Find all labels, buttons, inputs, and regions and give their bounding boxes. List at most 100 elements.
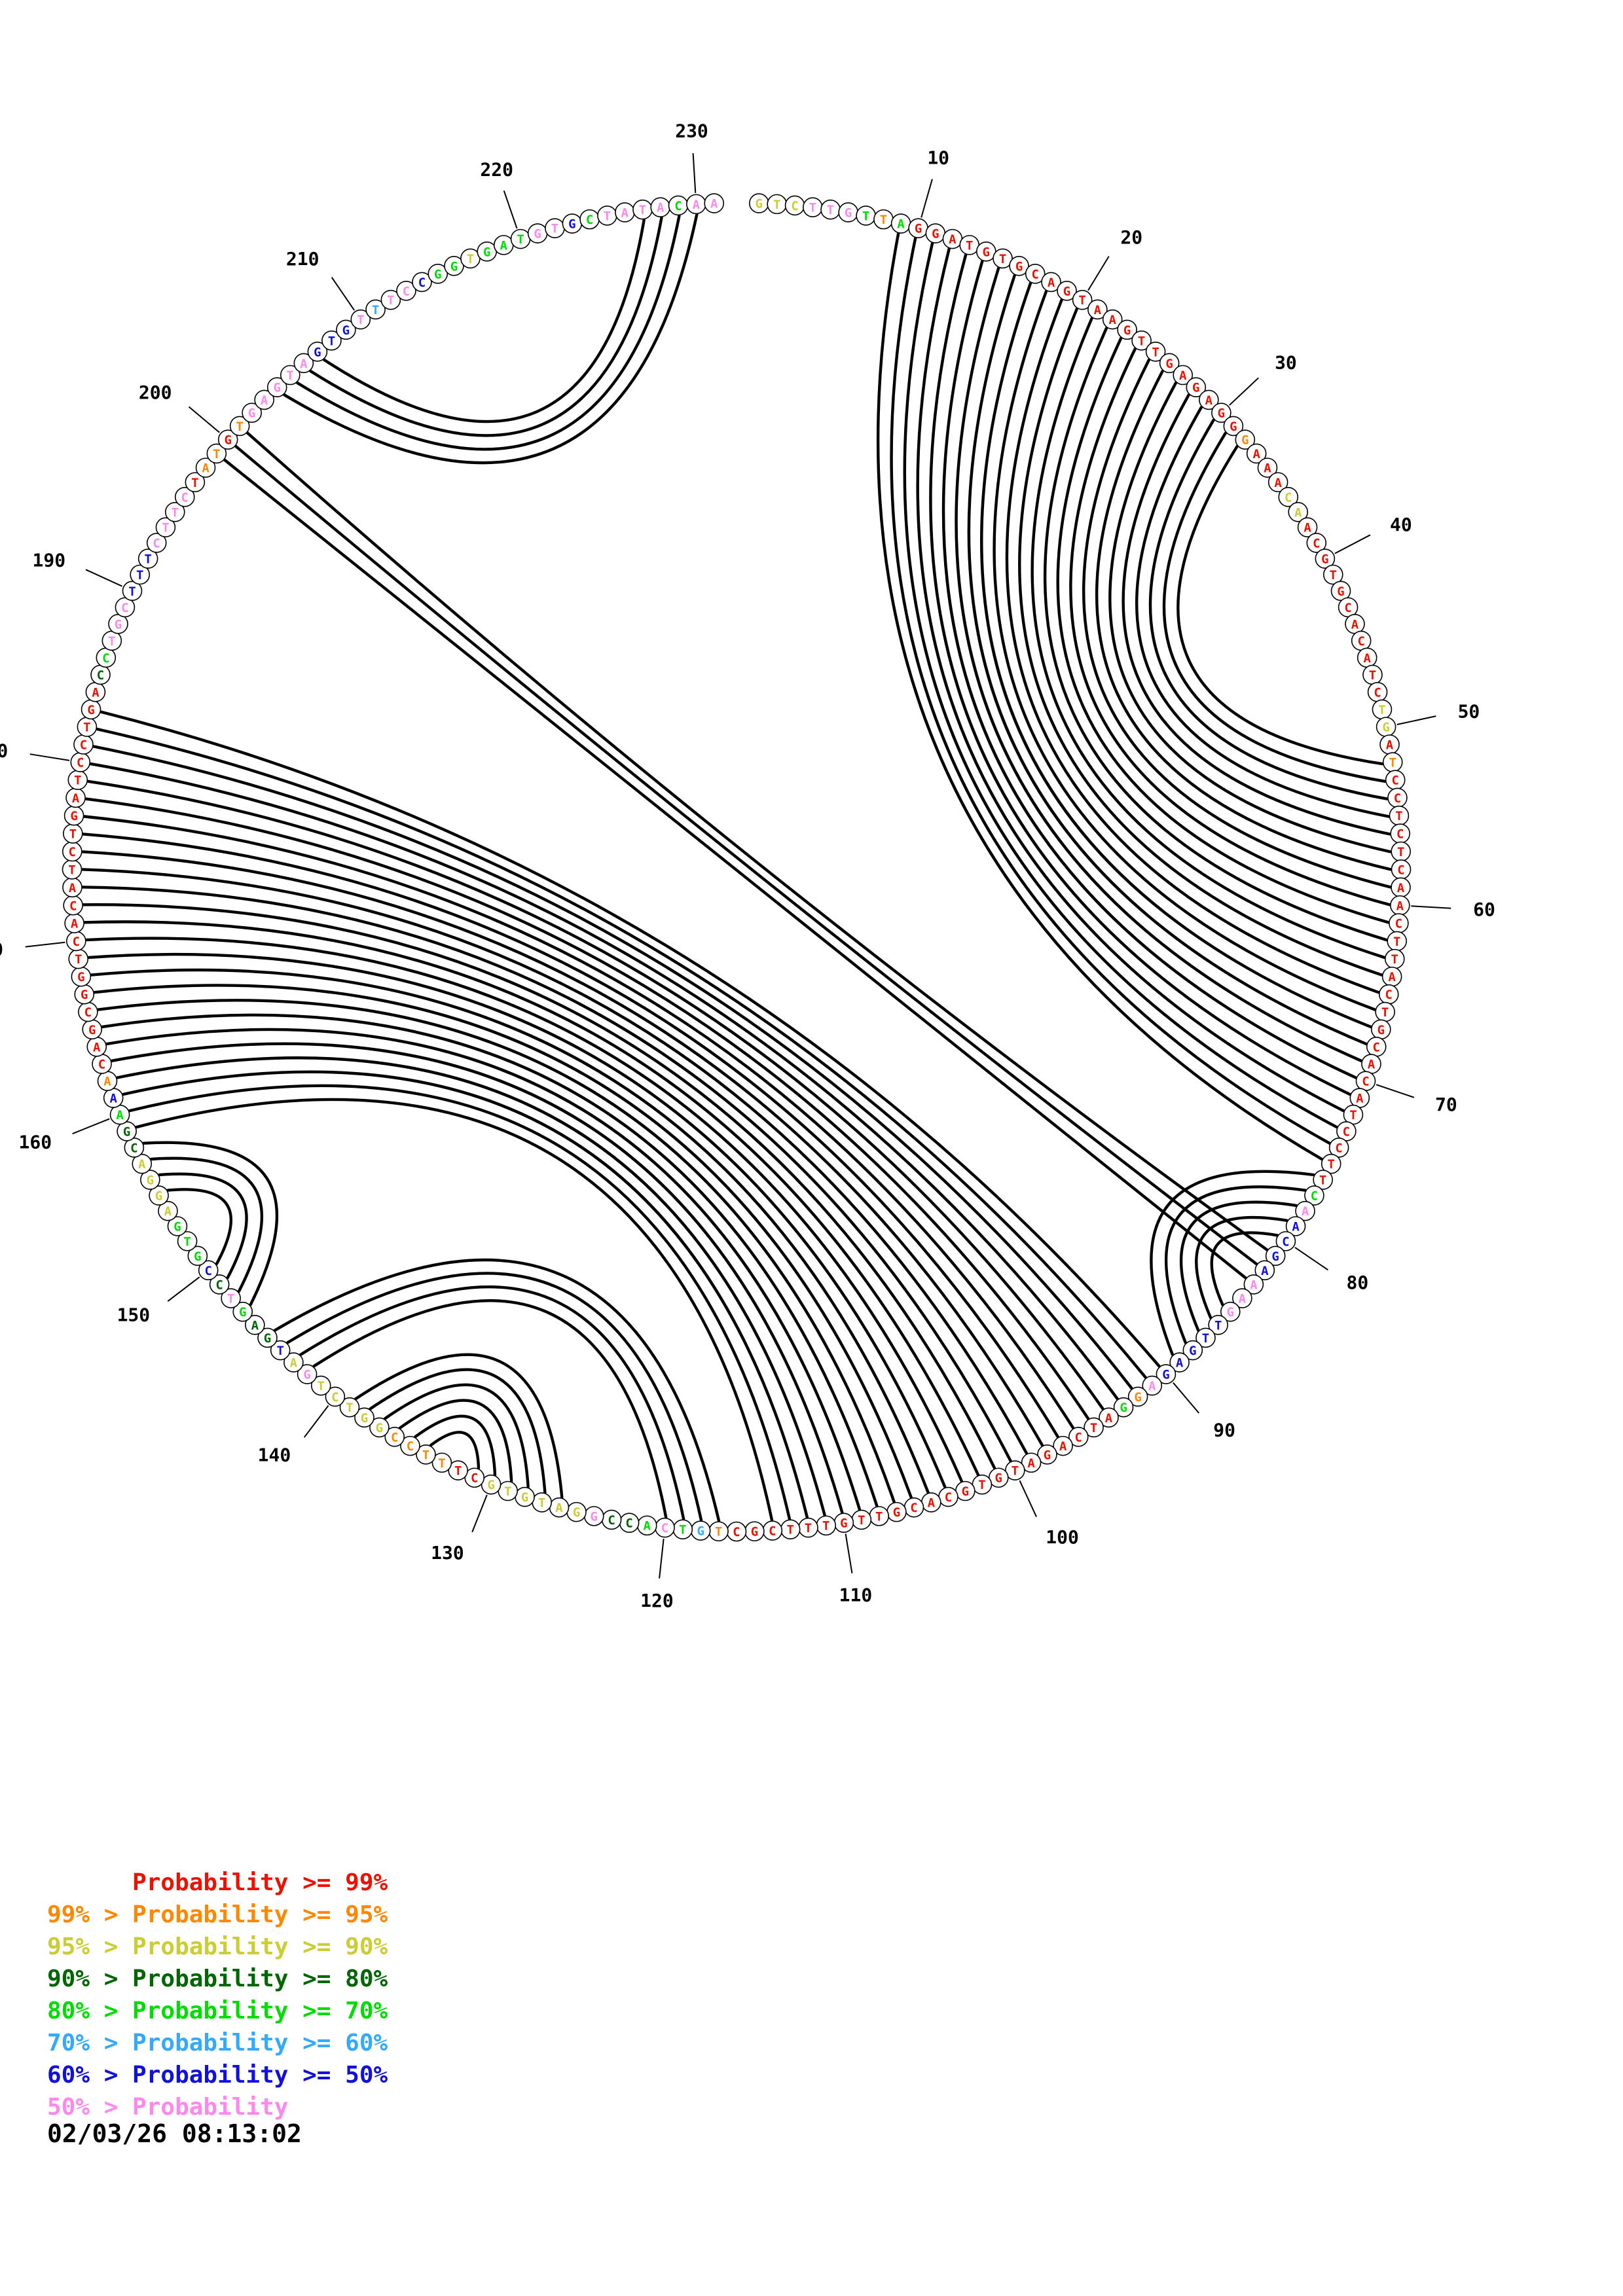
nucleotide-letter: G <box>314 345 321 359</box>
nucleotide-circle <box>146 533 167 553</box>
nucleotide-circle <box>448 1460 468 1480</box>
base-pair-arc <box>1082 358 1392 889</box>
nucleotide-letter: T <box>372 303 379 317</box>
nucleotide-circle <box>1321 1153 1341 1174</box>
nucleotide-circle <box>1275 1231 1296 1251</box>
nucleotide-letter: C <box>1396 827 1404 842</box>
nucleotide-letter: T <box>1349 1108 1357 1122</box>
nucleotide-circle <box>380 289 401 310</box>
nucleotide-letter: C <box>674 199 682 213</box>
nucleotide-letter: G <box>487 1478 494 1492</box>
base-pair-arc <box>1018 307 1383 977</box>
nucleotide-letter: C <box>331 1390 338 1405</box>
nucleotide-letter: G <box>1189 1344 1196 1358</box>
nucleotide-letter: G <box>81 988 88 1002</box>
nucleotide-letter: C <box>80 738 87 753</box>
nucleotide-letter: A <box>897 217 905 232</box>
nucleotide-letter: A <box>72 791 80 806</box>
nucleotide-letter: C <box>733 1525 740 1539</box>
base-pair-arc <box>87 952 947 1489</box>
nucleotide-letter: G <box>840 1516 847 1531</box>
nucleotide-letter: T <box>357 313 364 327</box>
nucleotide-letter: T <box>715 1525 722 1539</box>
timestamp: 02/03/26 08:13:02 <box>47 2119 302 2148</box>
nucleotide-letter: T <box>75 952 82 967</box>
nucleotide-circle <box>297 1364 318 1384</box>
nucleotide-letter: G <box>361 1411 368 1426</box>
legend-row: 60% > Probability >= 50% <box>47 2062 388 2089</box>
position-label: 110 <box>839 1585 873 1606</box>
base-pair-arc <box>1030 317 1386 960</box>
nucleotide-letter: T <box>639 203 646 217</box>
base-pair-arc <box>967 274 1368 1046</box>
base-pair-arc <box>81 886 1012 1463</box>
nucleotide-circle <box>1102 309 1123 330</box>
position-label: 230 <box>675 120 708 142</box>
nucleotide-letter: C <box>1394 791 1401 806</box>
position-label: 150 <box>117 1304 151 1325</box>
base-pair-arc <box>309 216 663 437</box>
nucleotide-letter: T <box>467 252 474 266</box>
base-pair-arc <box>81 868 1029 1455</box>
legend-row: 70% > Probability >= 60% <box>47 2030 388 2056</box>
nucleotide-letter: T <box>1391 952 1398 967</box>
nucleotide-letter: A <box>103 1075 111 1089</box>
position-tick-line <box>303 1405 329 1438</box>
nucleotide-letter: C <box>1373 1040 1380 1054</box>
position-tick-line <box>331 277 356 311</box>
nucleotide-circle <box>1257 457 1278 478</box>
nucleotide-letter: T <box>1395 809 1402 823</box>
nucleotide-letter: C <box>661 1521 668 1535</box>
nucleotide-letter: C <box>1335 1141 1342 1155</box>
nucleotide-letter: T <box>1138 334 1145 348</box>
nucleotide-letter: T <box>538 1496 545 1510</box>
position-label: 180 <box>0 740 8 761</box>
nucleotide-circle <box>177 1231 198 1251</box>
nucleotide-letter: T <box>966 238 973 253</box>
nucleotide-letter: A <box>555 1501 563 1515</box>
position-tick-line <box>1334 534 1371 554</box>
base-pair-arc <box>286 1272 703 1522</box>
base-pair-arc <box>1150 1170 1315 1356</box>
nucleotide-circle <box>464 1467 485 1488</box>
base-pair-arc <box>105 1028 862 1511</box>
nucleotide-letter: T <box>276 1344 283 1358</box>
nucleotide-circle <box>130 564 151 585</box>
nucleotide-letter: G <box>1063 284 1070 298</box>
base-pair-arc <box>116 1056 826 1517</box>
nucleotide-circle <box>1195 1327 1216 1348</box>
nucleotide-letter: A <box>710 197 718 211</box>
nucleotide-letter: G <box>273 381 280 395</box>
base-pair-arc <box>877 232 1324 1161</box>
nucleotide-letter: G <box>77 970 84 984</box>
nucleotide-letter: T <box>504 1484 511 1499</box>
nucleotide-letter: C <box>769 1524 776 1539</box>
base-pair-arc <box>369 1368 547 1494</box>
nucleotide-letter: A <box>1368 1058 1376 1072</box>
nucleotide-letter: G <box>483 245 490 259</box>
legend-row: 90% > Probability >= 80% <box>47 1965 388 1992</box>
nucleotide-letter: G <box>521 1490 528 1505</box>
nucleotide-letter: A <box>1363 651 1371 666</box>
base-pair-arc <box>903 242 1338 1129</box>
nucleotide-circle <box>1336 1121 1357 1141</box>
nucleotide-letter: G <box>1192 381 1199 395</box>
probability-legend: Probability >= 99% 99% > Probability >= … <box>47 1867 388 2123</box>
base-pair-arc <box>223 458 1247 1280</box>
nucleotide-circle <box>1169 1352 1190 1372</box>
nucleotide-letter: T <box>1378 703 1385 717</box>
base-pair-arc <box>1162 431 1387 783</box>
position-label: 190 <box>33 550 66 571</box>
position-label: 220 <box>480 159 513 181</box>
position-tick-line <box>471 1494 488 1533</box>
nucleotide-letter: A <box>1261 1264 1269 1278</box>
nucleotide-circle <box>704 193 725 213</box>
nucleotide-circle <box>1285 1216 1306 1236</box>
nucleotide-circle <box>369 1417 390 1438</box>
position-tick-line <box>1294 1247 1328 1271</box>
nucleotide-letter: T <box>1369 668 1376 683</box>
nucleotide-circle <box>164 501 185 522</box>
position-tick-line <box>85 569 122 587</box>
nucleotide-letter: A <box>657 201 665 215</box>
